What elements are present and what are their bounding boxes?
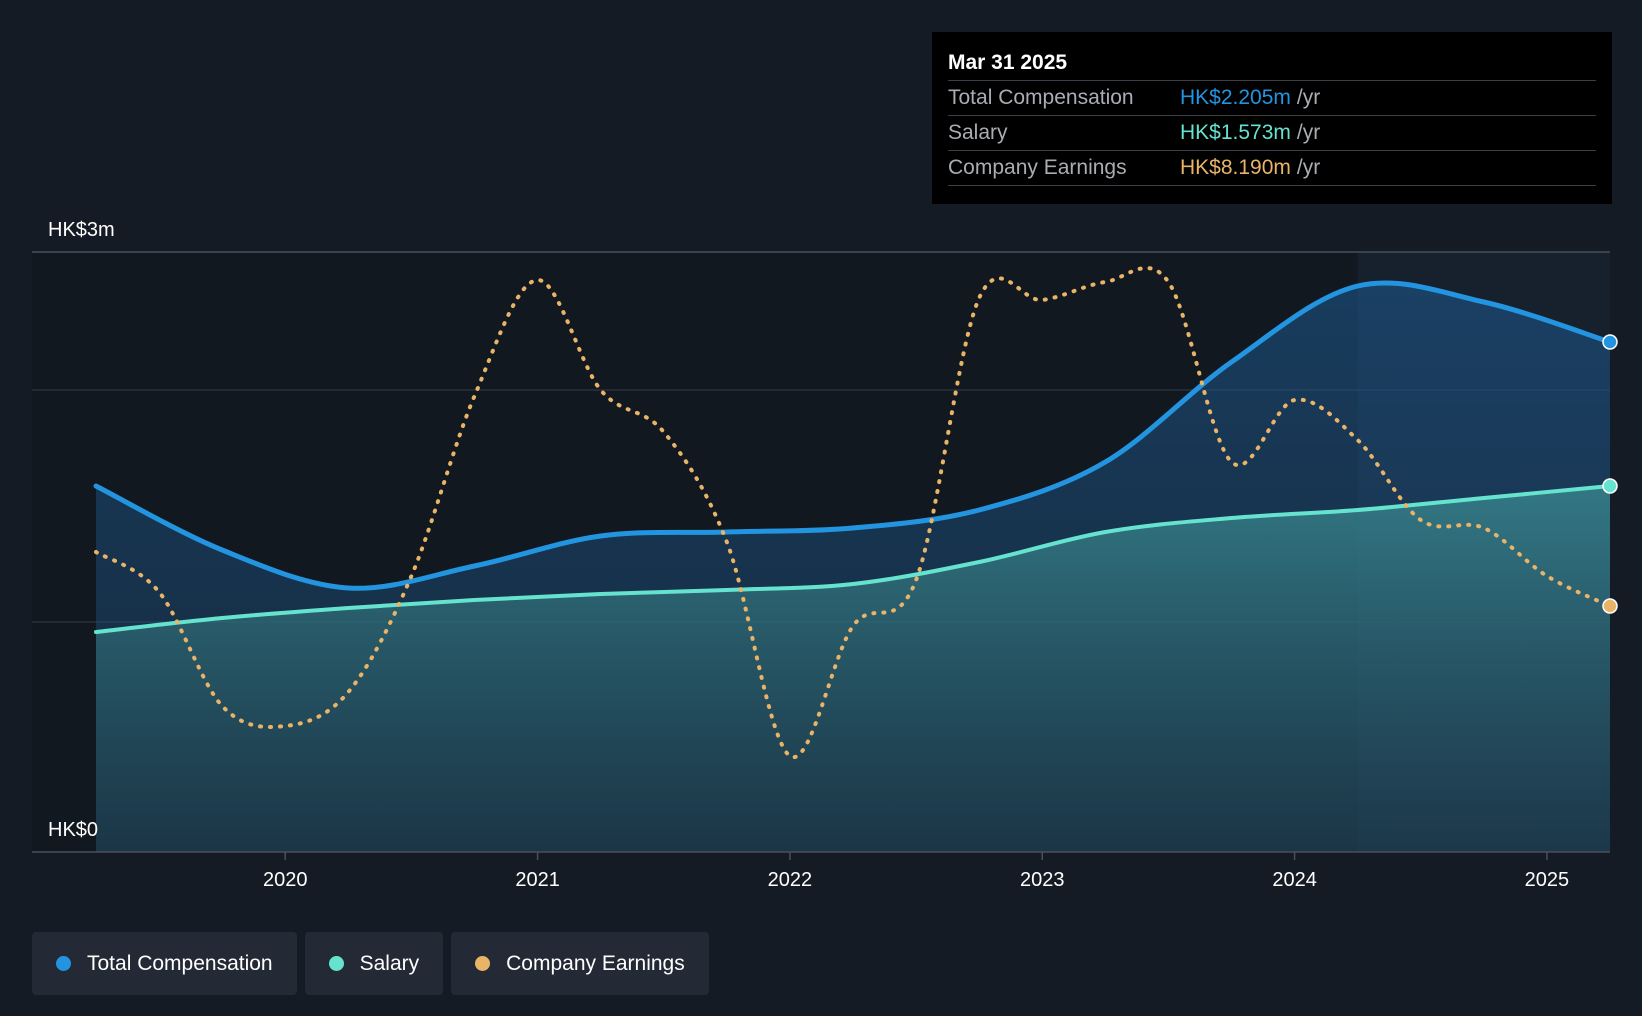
- tooltip-row-total-compensation: Total Compensation HK$2.205m /yr: [948, 81, 1596, 116]
- series-end-markers: [1602, 334, 1618, 614]
- tooltip-label: Total Compensation: [948, 86, 1134, 109]
- company-earnings-end-marker[interactable]: [1602, 598, 1618, 614]
- y-axis-label-min: HK$0: [48, 819, 98, 841]
- legend-item-salary[interactable]: Salary: [304, 932, 444, 995]
- x-tick-label: 2023: [1020, 869, 1065, 891]
- total-compensation-line: [93, 280, 1613, 591]
- tooltip-date: Mar 31 2025: [948, 46, 1596, 81]
- tooltip-label: Salary: [948, 121, 1008, 144]
- legend-label: Total Compensation: [87, 951, 273, 975]
- total-compensation-end-marker[interactable]: [1602, 334, 1618, 350]
- tooltip: Mar 31 2025 Total Compensation HK$2.205m…: [932, 32, 1612, 204]
- tooltip-row-company-earnings: Company Earnings HK$8.190m /yr: [948, 151, 1596, 186]
- x-tick-label: 2020: [263, 869, 308, 891]
- x-tick-label: 2024: [1272, 869, 1317, 891]
- tooltip-value: HK$8.190m: [1180, 156, 1291, 179]
- legend-label: Company Earnings: [506, 951, 685, 975]
- y-axis-label-max: HK$3m: [48, 219, 115, 241]
- legend-dot-icon: [475, 956, 491, 971]
- legend-item-total-compensation[interactable]: Total Compensation: [32, 932, 297, 995]
- salary-line: [94, 484, 1612, 634]
- legend-dot-icon: [56, 956, 71, 971]
- salary-area: [96, 486, 1610, 852]
- legend-item-company-earnings[interactable]: Company Earnings: [451, 932, 709, 995]
- x-axis-ticks: 2020 2021 2022 2023 2024 2025: [263, 852, 1569, 891]
- tooltip-row-salary: Salary HK$1.573m /yr: [948, 116, 1596, 151]
- tooltip-unit: /yr: [1296, 156, 1321, 179]
- legend: Total Compensation Salary Company Earnin…: [32, 932, 709, 995]
- x-tick-label: 2025: [1525, 869, 1570, 891]
- series-lines: [93, 266, 1613, 760]
- series-areas: [96, 282, 1610, 852]
- x-tick-label: 2022: [768, 869, 813, 891]
- tooltip-unit: /yr: [1296, 86, 1321, 109]
- tooltip-unit: /yr: [1296, 121, 1321, 144]
- legend-label: Salary: [359, 951, 420, 975]
- legend-dot-icon: [328, 956, 344, 971]
- x-tick-label: 2021: [515, 869, 560, 891]
- salary-end-marker[interactable]: [1602, 478, 1618, 494]
- company-earnings-line: [94, 266, 1612, 760]
- tooltip-value: HK$2.205m: [1180, 86, 1291, 109]
- tooltip-label: Company Earnings: [948, 156, 1127, 179]
- tooltip-value: HK$1.573m: [1180, 121, 1291, 144]
